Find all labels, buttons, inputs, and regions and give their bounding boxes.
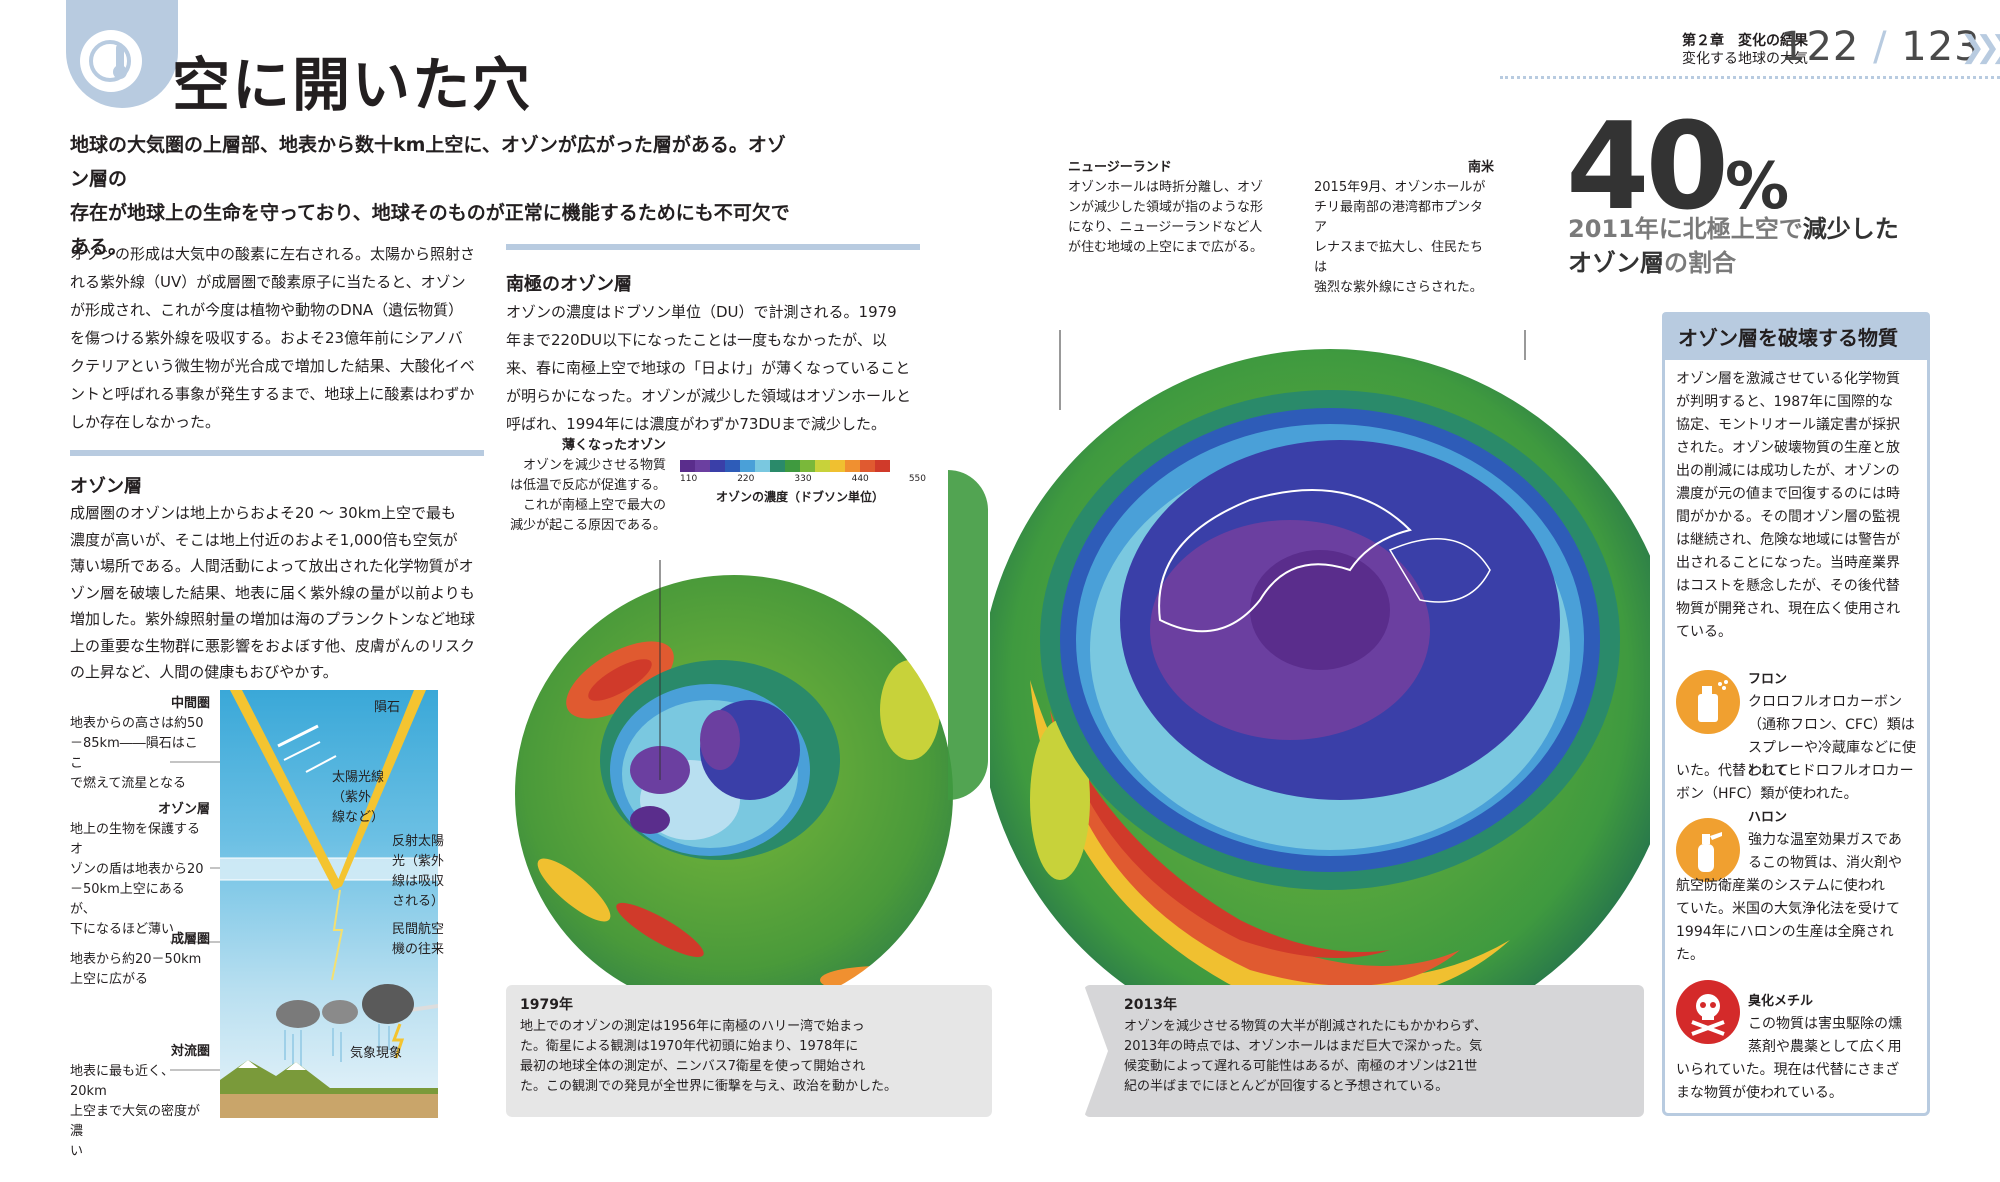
- methyl-bromide-text-full: いられていた。現在は代替にさまざ まな物質が使われている。: [1676, 1062, 1900, 1101]
- globe-2013: [977, 200, 1683, 1053]
- caption-1979: 1979年 地上でのオゾンの測定は1956年に南極のハリー湾で始まっ た。衛星に…: [506, 985, 992, 1117]
- legend-swatch-5: [755, 460, 770, 472]
- freon-text-short: フロン クロロフルオロカーボン （通称フロン、CFC）類は スプレーや冷蔵庫など…: [1748, 672, 1916, 779]
- legend-swatch-3: [725, 460, 740, 472]
- meteor-label: 隕石: [374, 700, 401, 715]
- ozone-legend: 110 220 330 440 550 オゾンの濃度（ドブソン単位）: [680, 460, 930, 505]
- legend-swatch-0: [680, 460, 695, 472]
- legend-swatch-10: [830, 460, 845, 472]
- legend-label: オゾンの濃度（ドブソン単位）: [716, 490, 885, 504]
- legend-color-scale: [680, 460, 930, 472]
- caption-2013: 2013年 オゾンを減少させる物質の大半が削減されたにもかかわらず、 2013年…: [1084, 985, 1644, 1117]
- legend-swatch-7: [785, 460, 800, 472]
- intro-paragraph: オゾンの形成は大気中の酸素に左右される。太陽から照射さ れる紫外線（UV）が成層…: [70, 245, 476, 431]
- legend-ticks: 110 220 330 440 550: [680, 474, 926, 484]
- sidebar-header: [1662, 312, 1930, 360]
- ozone-layer-text: 成層圏のオゾンは地上からおよそ20 ～ 30km上空で最も 濃度が高いが、そこは…: [70, 504, 476, 681]
- legend-swatch-2: [710, 460, 725, 472]
- spray-can-icon: [1676, 670, 1740, 734]
- antarctic-heading: 南極のオゾン層: [506, 274, 632, 295]
- globe-1979: [510, 550, 990, 1030]
- lead-paragraph: 地球の大気圏の上層部、地表から数十km上空に、オゾンが広がった層がある。オゾン層…: [70, 134, 790, 258]
- sunlight-label: 太陽光線 （紫外 線など）: [332, 770, 385, 825]
- halon-text-full: 航空防衛産業のシステムに使われ ていた。米国の大気浄化法を受けて 1994年にハ…: [1676, 878, 1900, 963]
- legend-swatch-4: [740, 460, 755, 472]
- section-rule: [70, 450, 484, 456]
- troposphere-caption: 対流圏 地表に最も近く、20km 上空まで大気の密度が濃 い: [70, 1044, 210, 1159]
- legend-swatch-13: [875, 460, 890, 472]
- new-zealand-note: ニュージーランド オゾンホールは時折分離し、オゾ ンが減少した領域が指のような形…: [1068, 160, 1264, 255]
- south-america-note: 南米 2015年9月、オゾンホールが チリ最南部の港湾都市プンタア レナスまで拡…: [1314, 160, 1494, 295]
- legend-swatch-6: [770, 460, 785, 472]
- caption-arrow-icon: [1084, 985, 1108, 1117]
- page-title: 空に開いた穴: [172, 51, 533, 119]
- skull-crossbones-icon: [1676, 980, 1740, 1044]
- legend-swatch-9: [815, 460, 830, 472]
- stratosphere-caption: 成層圏 地表から約20－50km 上空に広がる: [70, 932, 210, 987]
- page-numbers: 122 / 123: [1780, 24, 1981, 70]
- atmosphere-diagram: 中間圏 地表からの高さは約50 －85km――隕石はここ で燃えて流星となる オ…: [70, 690, 470, 1159]
- stat-description: 2011年に北極上空で減少した オゾン層の割合: [1568, 215, 1899, 277]
- thinning-ozone-note: 薄くなったオゾン オゾンを減少させる物質 は低温で反応が促進する。 これが南極上…: [509, 438, 666, 533]
- aviation-label: 民間航空 機の往来: [392, 922, 445, 957]
- ozone-layer-heading: オゾン層: [70, 476, 142, 497]
- section-rule-antarctic: [506, 244, 920, 250]
- stat-number: 40%: [1566, 98, 1789, 237]
- legend-swatch-1: [695, 460, 710, 472]
- chapter-label: 第２章 変化の結果: [1682, 33, 1808, 49]
- chapter-subtitle: 変化する地球の大気: [1682, 51, 1808, 67]
- mesosphere-caption: 中間圏 地表からの高さは約50 －85km――隕石はここ で燃えて流星となる: [70, 696, 210, 791]
- legend-swatch-8: [800, 460, 815, 472]
- header-divider: [1500, 76, 2000, 79]
- sidebar-intro: オゾン層を激減させている化学物質 が判明すると、1987年に国際的な 協定、モン…: [1676, 371, 1901, 640]
- reflected-light-label: 反射太陽 光（紫外 線は吸収 される）: [392, 834, 445, 909]
- globe-fold-edge: [948, 470, 988, 800]
- sidebar-title: オゾン層を破壊する物質: [1678, 326, 1898, 350]
- legend-swatch-11: [845, 460, 860, 472]
- antarctic-text: オゾンの濃度はドブソン単位（DU）で計測される。1979 年まで220DU以下に…: [506, 303, 912, 433]
- weather-label: 気象現象: [350, 1046, 403, 1061]
- fire-extinguisher-icon: [1676, 818, 1740, 882]
- halon-text-short: ハロン 強力な温室効果ガスであ るこの物質は、消火剤や: [1748, 810, 1902, 871]
- thermometer-globe-icon: [89, 40, 131, 82]
- ozone-caption: オゾン層 地上の生物を保護するオ ゾンの盾は地表から20 －50km上空にあるが…: [70, 802, 210, 937]
- chapter-icon: [66, 0, 178, 108]
- legend-swatch-12: [860, 460, 875, 472]
- methyl-bromide-text-short: 臭化メチル この物質は害虫駆除の燻 蒸剤や農薬として広く用: [1748, 994, 1902, 1055]
- chevron-right-icon: ❯❯❯: [1960, 30, 2000, 65]
- freon-text-full: いた。代替としてヒドロフルオロカー ボン（HFC）類が使われた。: [1676, 763, 1914, 802]
